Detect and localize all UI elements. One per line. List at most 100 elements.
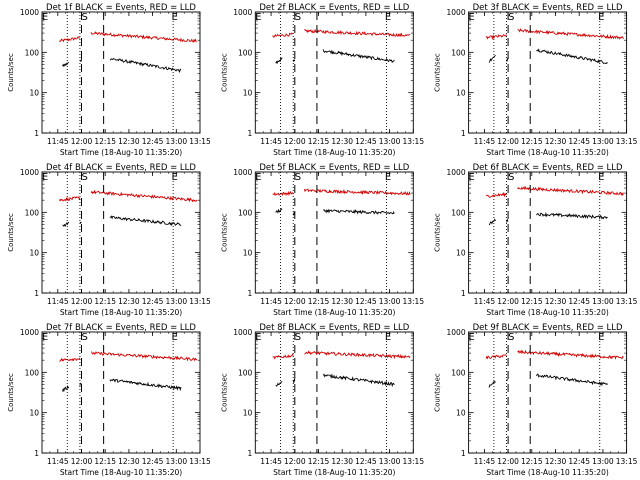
x-tick-label: 12:00 bbox=[284, 457, 306, 466]
edge-marker-label: E bbox=[468, 12, 474, 23]
series-line bbox=[59, 196, 81, 202]
series-line bbox=[62, 385, 70, 393]
series-line bbox=[517, 349, 624, 360]
x-tick-label: 12:15 bbox=[308, 297, 330, 306]
edge-marker-label: E bbox=[468, 172, 474, 183]
x-tick-label: 13:00 bbox=[165, 457, 187, 466]
y-tick-label: 1 bbox=[461, 449, 466, 458]
series-line bbox=[109, 378, 182, 392]
y-tick-label: 100 bbox=[238, 368, 253, 377]
y-tick-label: 100 bbox=[451, 208, 466, 217]
x-tick-label: 12:45 bbox=[142, 137, 164, 146]
x-tick-label: 12:15 bbox=[308, 457, 330, 466]
y-axis-label: Counts/sec bbox=[220, 213, 228, 252]
x-tick-label: 13:00 bbox=[592, 457, 614, 466]
y-tick-label: 1 bbox=[248, 129, 253, 138]
y-tick-label: 100 bbox=[25, 208, 40, 217]
series-line bbox=[536, 373, 608, 387]
series-line bbox=[109, 58, 182, 73]
x-axis-label: Start Time (18-Aug-10 11:35:20) bbox=[273, 468, 395, 477]
series-line bbox=[322, 208, 395, 215]
y-tick-label: 1000 bbox=[233, 8, 252, 17]
y-axis-label: Counts/sec bbox=[434, 373, 442, 412]
panel-title: Det 6f BLACK = Events, RED = LLD bbox=[473, 163, 623, 173]
x-tick-label: 12:30 bbox=[545, 137, 567, 146]
edge-marker-label: E bbox=[255, 332, 261, 343]
plot-frame bbox=[468, 11, 628, 134]
x-tick-label: 12:45 bbox=[355, 457, 377, 466]
x-tick-label: 12:45 bbox=[355, 137, 377, 146]
x-tick-label: 12:15 bbox=[521, 137, 543, 146]
series-line bbox=[292, 379, 296, 384]
series-line bbox=[485, 191, 507, 198]
series-line bbox=[272, 190, 294, 197]
y-tick-label: 10 bbox=[243, 409, 253, 418]
y-axis-label: Counts/sec bbox=[220, 53, 228, 92]
x-tick-label: 12:00 bbox=[284, 297, 306, 306]
x-tick-label: 13:15 bbox=[616, 457, 638, 466]
series-line bbox=[109, 215, 182, 227]
y-tick-label: 1 bbox=[248, 289, 253, 298]
x-tick-label: 13:15 bbox=[402, 457, 424, 466]
series-line bbox=[322, 373, 395, 388]
y-tick-label: 1000 bbox=[447, 8, 466, 17]
x-tick-label: 12:45 bbox=[355, 297, 377, 306]
edge-marker-label: E bbox=[42, 332, 48, 343]
panel-title: Det 5f BLACK = Events, RED = LLD bbox=[259, 163, 409, 173]
end-marker-label: E bbox=[172, 172, 178, 183]
start-marker-label: S bbox=[81, 12, 87, 23]
series-line bbox=[517, 28, 624, 40]
series-line bbox=[275, 57, 283, 65]
x-tick-label: 13:15 bbox=[402, 297, 424, 306]
series-line bbox=[275, 208, 283, 214]
plot-frame bbox=[468, 331, 628, 454]
y-tick-label: 1 bbox=[34, 449, 39, 458]
start-marker-label: S bbox=[508, 12, 514, 23]
x-axis-label: Start Time (18-Aug-10 11:35:20) bbox=[486, 308, 608, 317]
end-marker-label: E bbox=[172, 12, 178, 23]
x-tick-label: 12:00 bbox=[284, 137, 306, 146]
y-tick-label: 100 bbox=[238, 48, 253, 57]
start-marker-label: S bbox=[295, 332, 301, 343]
series-line bbox=[62, 62, 69, 68]
x-tick-label: 11:45 bbox=[47, 297, 69, 306]
x-axis-label: Start Time (18-Aug-10 11:35:20) bbox=[60, 468, 182, 477]
plot-frame bbox=[41, 331, 201, 454]
plot-frame bbox=[468, 171, 628, 294]
plot-frame bbox=[254, 331, 414, 454]
x-tick-label: 12:45 bbox=[568, 457, 590, 466]
series-line bbox=[536, 211, 608, 220]
edge-marker-label: E bbox=[42, 12, 48, 23]
series-line bbox=[303, 188, 411, 196]
y-tick-label: 1 bbox=[248, 449, 253, 458]
y-tick-label: 1000 bbox=[233, 328, 252, 337]
x-axis-label: Start Time (18-Aug-10 11:35:20) bbox=[486, 148, 608, 157]
series-line bbox=[90, 189, 198, 203]
series-line bbox=[488, 54, 496, 63]
x-tick-label: 12:15 bbox=[521, 297, 543, 306]
series-line bbox=[91, 351, 198, 362]
x-tick-label: 12:15 bbox=[94, 457, 116, 466]
start-marker-label: S bbox=[508, 332, 514, 343]
detector-panel: Det 2f BLACK = Events, RED = LLD Counts/s… bbox=[220, 3, 424, 157]
series-line bbox=[536, 48, 608, 65]
series-line bbox=[485, 354, 507, 360]
y-tick-label: 10 bbox=[456, 89, 466, 98]
x-tick-label: 12:00 bbox=[71, 457, 93, 466]
series-line bbox=[59, 357, 81, 362]
edge-marker-label: E bbox=[255, 172, 261, 183]
x-tick-label: 13:15 bbox=[189, 457, 211, 466]
x-tick-label: 13:15 bbox=[616, 297, 638, 306]
panel-title: Det 7f BLACK = Events, RED = LLD bbox=[46, 323, 196, 333]
x-tick-label: 12:15 bbox=[94, 297, 116, 306]
x-tick-label: 13:15 bbox=[189, 297, 211, 306]
y-tick-label: 10 bbox=[243, 249, 253, 258]
detector-panel: Det 6f BLACK = Events, RED = LLD Counts/s… bbox=[434, 163, 638, 317]
end-marker-label: E bbox=[598, 332, 604, 343]
x-axis-label: Start Time (18-Aug-10 11:35:20) bbox=[486, 468, 608, 477]
end-marker-label: E bbox=[385, 12, 391, 23]
x-tick-label: 12:15 bbox=[94, 137, 116, 146]
series-line bbox=[272, 353, 294, 360]
end-marker-label: E bbox=[385, 332, 391, 343]
